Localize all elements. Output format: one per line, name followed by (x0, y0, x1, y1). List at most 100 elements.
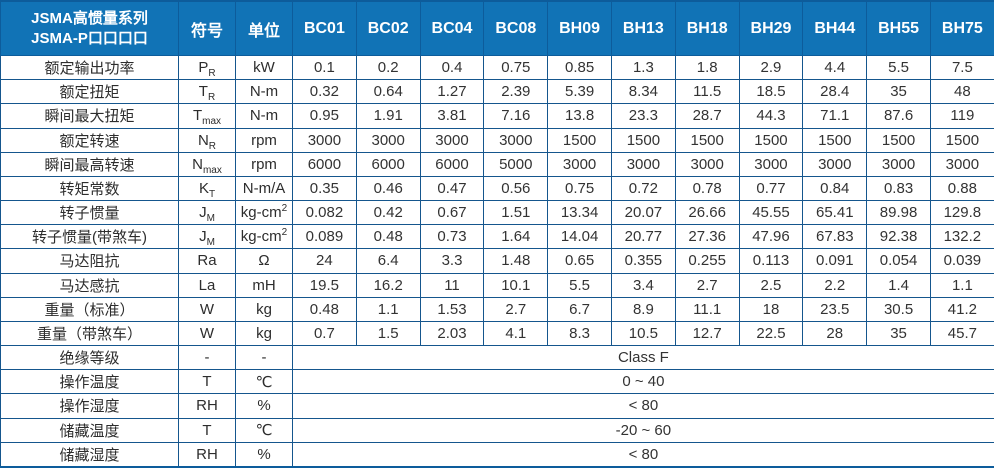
value-bh44: 67.83 (802, 224, 868, 250)
value-bh09: 6.7 (547, 296, 612, 322)
value-bh13: 20.07 (610, 200, 676, 226)
header-row: JSMA高惯量系列 JSMA-P口口口口 符号 单位 BC01 BC02 BC04 B… (0, 0, 994, 56)
row-label: 重量（标准） (0, 296, 179, 322)
value-bh55: 89.98 (866, 200, 931, 226)
value-bh55: 3000 (866, 151, 931, 177)
value-bh55: 5.5 (866, 54, 931, 81)
value-bh13: 10.5 (610, 320, 676, 347)
row-unit: - (235, 345, 293, 371)
value-bh44: 2.2 (802, 272, 868, 298)
value-bc01: 19.5 (292, 272, 357, 298)
value-bh29: 45.55 (738, 200, 804, 226)
spec-row: 转矩常数 KT N-m/A 0.35 0.46 0.47 0.56 0.75 0.72 0.78 0… (0, 175, 994, 202)
value-bc04: 11 (419, 272, 485, 298)
value-bh09: 1500 (547, 127, 612, 153)
value-bh55: 35 (866, 79, 931, 105)
value-bh55: 87.6 (866, 103, 931, 129)
value-bc02: 3000 (355, 127, 421, 153)
row-label: 操作温度 (0, 369, 179, 395)
value-bc04: 0.73 (419, 224, 485, 250)
row-symbol: KT (178, 175, 236, 202)
value-bh09: 13.34 (547, 200, 612, 226)
row-symbol: Tmax (178, 103, 236, 129)
row-unit: rpm (235, 151, 293, 177)
value-bc01: 24 (292, 248, 357, 274)
value-bh29: 0.113 (738, 248, 804, 274)
value-bh55: 35 (866, 320, 931, 347)
row-unit: N-m/A (235, 175, 293, 202)
value-bc02: 0.42 (355, 200, 421, 226)
spec-row: 额定扭矩 TR N-m 0.32 0.64 1.27 2.39 5.39 8.34 11.5 18.… (0, 79, 994, 105)
value-bh44: 71.1 (802, 103, 868, 129)
col-header-bh18: BH18 (674, 0, 740, 56)
value-bh13: 0.72 (610, 175, 676, 202)
value-bc02: 0.46 (355, 175, 421, 202)
value-bh18: 3000 (674, 151, 740, 177)
row-unit: ℃ (235, 417, 293, 443)
value-bh18: 27.36 (674, 224, 740, 250)
value-bh13: 8.9 (610, 296, 676, 322)
value-bc01: 0.089 (292, 224, 357, 250)
row-unit: N-m (235, 79, 293, 105)
series-title-line1: JSMA高惯量系列 (31, 10, 148, 27)
value-bh75: 129.8 (929, 200, 994, 226)
value-bc08: 1.64 (483, 224, 549, 250)
row-symbol: PR (178, 54, 236, 81)
col-header-bc08: BC08 (483, 0, 549, 56)
value-bh75: 0.88 (929, 175, 994, 202)
value-bc08: 5000 (483, 151, 549, 177)
value-bc02: 0.48 (355, 224, 421, 250)
spec-row: 储藏湿度 RH% < 80 (0, 441, 994, 468)
value-bc08: 1.48 (483, 248, 549, 274)
value-bh13: 1500 (610, 127, 676, 153)
value-bh75: 41.2 (929, 296, 994, 322)
row-symbol: La (178, 272, 236, 298)
value-bh55: 0.054 (866, 248, 931, 274)
row-unit: % (235, 393, 293, 419)
row-unit: % (235, 441, 293, 468)
col-header-bh75: BH75 (929, 0, 994, 56)
value-bh55: 0.83 (866, 175, 931, 202)
value-bh75: 7.5 (929, 54, 994, 81)
value-bh13: 20.77 (610, 224, 676, 250)
spec-row: 额定转速 NR rpm 3000 3000 3000 3000 1500 1500 1500 150… (0, 127, 994, 153)
spec-row: 马达阻抗 Ra Ω 24 6.4 3.3 1.48 0.65 0.355 0.255 0.113 0.… (0, 248, 994, 274)
value-bh44: 0.091 (802, 248, 868, 274)
row-symbol: RH (178, 393, 236, 419)
row-label: 瞬间最高转速 (0, 151, 179, 177)
value-bh29: 44.3 (738, 103, 804, 129)
row-symbol: Nmax (178, 151, 236, 177)
value-bh55: 1.4 (866, 272, 931, 298)
value-bh75: 1.1 (929, 272, 994, 298)
value-bc08: 0.75 (483, 54, 549, 81)
value-bc02: 6.4 (355, 248, 421, 274)
value-bc04: 1.53 (419, 296, 485, 322)
value-bh29: 47.96 (738, 224, 804, 250)
row-label: 马达阻抗 (0, 248, 179, 274)
value-bh18: 11.5 (674, 79, 740, 105)
value-bh75: 1500 (929, 127, 994, 153)
spec-row: 操作温度 T ℃ 0 ~ 40 (0, 369, 994, 395)
value-bh75: 0.039 (929, 248, 994, 274)
value-bh09: 0.85 (547, 54, 612, 81)
value-bh18: 28.7 (674, 103, 740, 129)
value-bh29: 1500 (738, 127, 804, 153)
value-bc02: 0.64 (355, 79, 421, 105)
value-bh18: 1.8 (674, 54, 740, 81)
row-unit: kg-cm2 (235, 200, 293, 226)
value-bh18: 0.78 (674, 175, 740, 202)
row-symbol: T (178, 369, 236, 395)
value-bc01: 0.32 (292, 79, 357, 105)
spec-row: 转子惯量 JM kg-cm2 0.082 0.42 0.67 1.51 13.34 20.07 2… (0, 200, 994, 226)
value-bc04: 6000 (419, 151, 485, 177)
value-bh29: 3000 (738, 151, 804, 177)
value-bc04: 2.03 (419, 320, 485, 347)
value-bh13: 8.34 (610, 79, 676, 105)
value-bh09: 5.5 (547, 272, 612, 298)
value-bc04: 1.27 (419, 79, 485, 105)
row-label: 绝缘等级 (0, 345, 179, 371)
row-symbol: - (178, 345, 236, 371)
value-bh44: 1500 (802, 127, 868, 153)
